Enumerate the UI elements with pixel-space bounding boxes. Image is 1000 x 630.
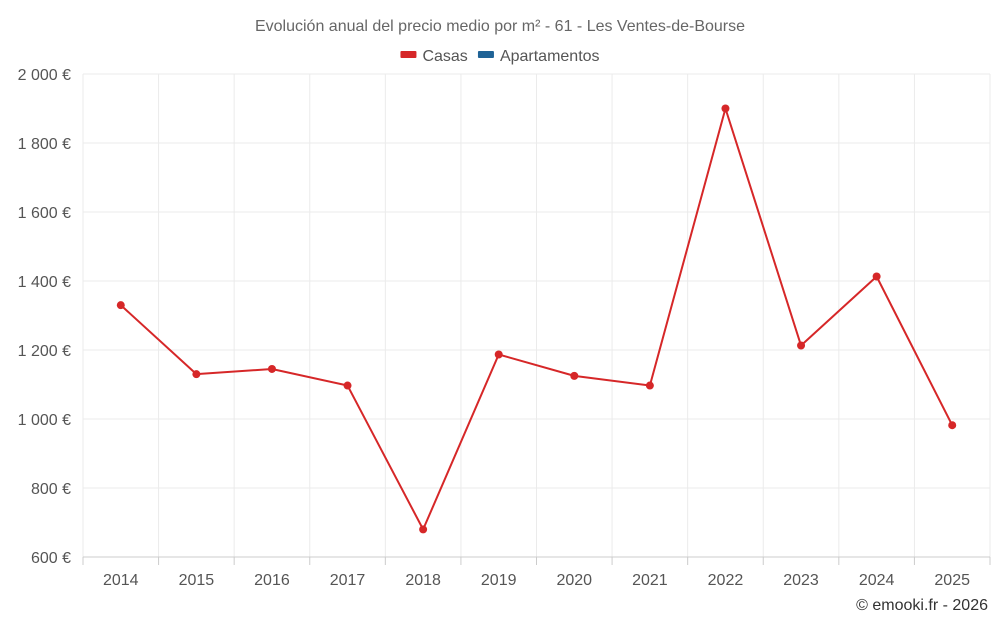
data-point[interactable]: [948, 421, 957, 430]
y-tick-label: 1 600 €: [18, 205, 71, 222]
data-point[interactable]: [797, 341, 806, 350]
y-tick-label: 1 000 €: [18, 412, 71, 429]
y-tick-label: 1 400 €: [18, 274, 71, 291]
x-tick-label: 2015: [179, 572, 215, 589]
legend-swatch-apartamentos[interactable]: [477, 51, 494, 58]
x-tick-label: 2020: [556, 572, 592, 589]
x-tick-label: 2018: [405, 572, 441, 589]
y-tick-label: 600 €: [31, 550, 71, 567]
chart-title: Evolución anual del precio medio por m² …: [255, 18, 745, 35]
data-point[interactable]: [192, 370, 201, 379]
axes: 600 € 800 € 1 000 € 1 200 € 1 400 € 1 600 € 1 …: [18, 67, 991, 589]
x-tick-label: 2017: [330, 572, 366, 589]
x-tick-label: 2022: [708, 572, 744, 589]
legend-label-apartamentos[interactable]: Apartamentos: [500, 48, 600, 65]
legend-swatch-casas[interactable]: [400, 51, 417, 58]
data-point[interactable]: [721, 104, 730, 113]
legend-label-casas[interactable]: Casas: [422, 48, 467, 65]
x-tick-label: 2019: [481, 572, 517, 589]
x-tick-label: 2024: [859, 572, 895, 589]
x-tick-label: 2025: [934, 572, 970, 589]
data-point[interactable]: [872, 272, 881, 281]
y-tick-label: 1 200 €: [18, 343, 71, 360]
legend: Casas Apartamentos: [400, 48, 600, 65]
x-tick-label: 2014: [103, 572, 139, 589]
data-point[interactable]: [570, 371, 579, 380]
y-tick-label: 800 €: [31, 481, 71, 498]
series-line-casas: [120, 107, 954, 531]
data-point[interactable]: [419, 525, 428, 534]
gridlines: [82, 73, 991, 557]
data-point[interactable]: [116, 301, 125, 310]
data-point[interactable]: [267, 364, 276, 373]
credit-text: © emooki.fr - 2026: [856, 597, 988, 614]
x-tick-label: 2016: [254, 572, 290, 589]
data-point[interactable]: [645, 381, 654, 390]
y-tick-label: 1 800 €: [18, 136, 71, 153]
data-point[interactable]: [494, 350, 503, 359]
series-layer: [116, 104, 957, 534]
x-tick-label: 2021: [632, 572, 668, 589]
y-tick-label: 2 000 €: [18, 67, 71, 84]
x-tick-label: 2023: [783, 572, 819, 589]
data-point[interactable]: [343, 381, 352, 390]
